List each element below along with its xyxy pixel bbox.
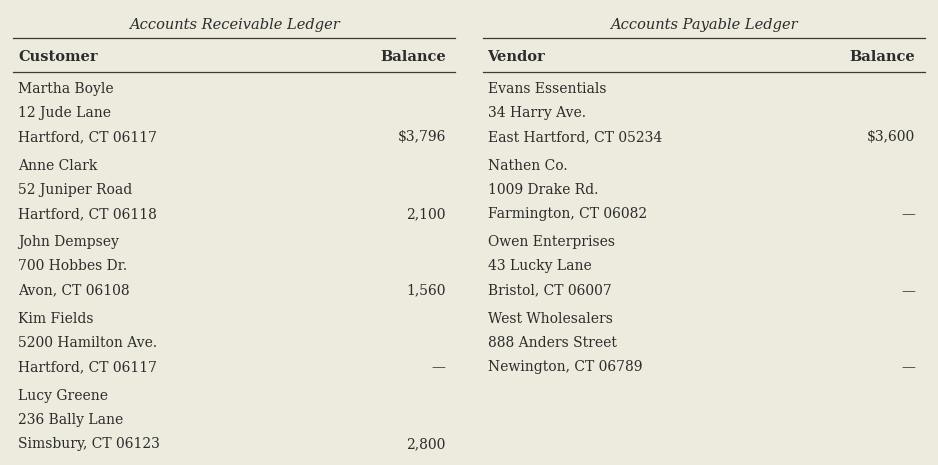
- Text: $3,600: $3,600: [867, 130, 915, 144]
- Text: 43 Lucky Lane: 43 Lucky Lane: [488, 259, 591, 273]
- Text: —: —: [901, 284, 915, 298]
- Text: Avon, CT 06108: Avon, CT 06108: [18, 284, 129, 298]
- Text: Vendor: Vendor: [488, 50, 545, 64]
- Text: —: —: [901, 360, 915, 374]
- Text: —: —: [901, 207, 915, 221]
- Text: 2,800: 2,800: [406, 437, 446, 451]
- Text: John Dempsey: John Dempsey: [18, 235, 119, 249]
- Text: 52 Juniper Road: 52 Juniper Road: [18, 183, 132, 197]
- Text: Simsbury, CT 06123: Simsbury, CT 06123: [18, 437, 160, 451]
- Text: Martha Boyle: Martha Boyle: [18, 82, 113, 96]
- Text: 1,560: 1,560: [406, 284, 446, 298]
- Text: 12 Jude Lane: 12 Jude Lane: [18, 106, 111, 120]
- Text: Accounts Receivable Ledger: Accounts Receivable Ledger: [129, 18, 340, 32]
- Text: Balance: Balance: [380, 50, 446, 64]
- Text: 700 Hobbes Dr.: 700 Hobbes Dr.: [18, 259, 128, 273]
- Text: 236 Bally Lane: 236 Bally Lane: [18, 413, 124, 427]
- Text: Hartford, CT 06117: Hartford, CT 06117: [18, 130, 157, 144]
- Text: Hartford, CT 06118: Hartford, CT 06118: [18, 207, 157, 221]
- Text: Evans Essentials: Evans Essentials: [488, 82, 606, 96]
- Text: 2,100: 2,100: [406, 207, 446, 221]
- Text: —: —: [431, 360, 446, 374]
- Text: Lucy Greene: Lucy Greene: [18, 389, 108, 403]
- Text: Hartford, CT 06117: Hartford, CT 06117: [18, 360, 157, 374]
- Text: Owen Enterprises: Owen Enterprises: [488, 235, 614, 249]
- Text: 5200 Hamilton Ave.: 5200 Hamilton Ave.: [18, 336, 158, 350]
- Text: Farmington, CT 06082: Farmington, CT 06082: [488, 207, 646, 221]
- Text: $3,796: $3,796: [398, 130, 446, 144]
- Text: Customer: Customer: [18, 50, 98, 64]
- Text: East Hartford, CT 05234: East Hartford, CT 05234: [488, 130, 662, 144]
- Text: Newington, CT 06789: Newington, CT 06789: [488, 360, 643, 374]
- Text: West Wholesalers: West Wholesalers: [488, 312, 613, 326]
- Text: Anne Clark: Anne Clark: [18, 159, 98, 173]
- Text: 888 Anders Street: 888 Anders Street: [488, 336, 616, 350]
- Text: 1009 Drake Rd.: 1009 Drake Rd.: [488, 183, 598, 197]
- Text: Kim Fields: Kim Fields: [18, 312, 94, 326]
- Text: Balance: Balance: [850, 50, 915, 64]
- Text: Nathen Co.: Nathen Co.: [488, 159, 567, 173]
- Text: Accounts Payable Ledger: Accounts Payable Ledger: [610, 18, 797, 32]
- Text: 34 Harry Ave.: 34 Harry Ave.: [488, 106, 585, 120]
- Text: Bristol, CT 06007: Bristol, CT 06007: [488, 284, 612, 298]
